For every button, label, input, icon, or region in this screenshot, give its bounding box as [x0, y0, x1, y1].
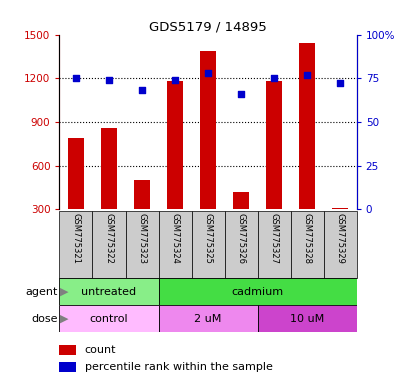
Bar: [232, 192, 249, 253]
Bar: [224, 211, 257, 278]
Text: 2 uM: 2 uM: [194, 314, 221, 324]
Point: [72, 75, 79, 81]
Bar: [92, 211, 125, 278]
Point: [204, 70, 211, 76]
Point: [106, 77, 112, 83]
Bar: [191, 211, 224, 278]
Text: GSM775328: GSM775328: [302, 213, 311, 264]
Text: GSM775321: GSM775321: [71, 213, 80, 264]
Text: agent: agent: [25, 287, 57, 297]
Text: ▶: ▶: [60, 314, 69, 324]
Bar: [298, 43, 315, 253]
Bar: [323, 211, 356, 278]
Text: ▶: ▶: [60, 287, 69, 297]
Bar: [59, 345, 76, 355]
Text: count: count: [85, 344, 116, 354]
Point: [336, 80, 343, 86]
Text: 10 uM: 10 uM: [289, 314, 324, 324]
Bar: [133, 180, 150, 253]
Title: GDS5179 / 14895: GDS5179 / 14895: [149, 20, 266, 33]
Text: control: control: [90, 314, 128, 324]
Text: GSM775325: GSM775325: [203, 213, 212, 264]
Bar: [331, 208, 348, 253]
Text: GSM775326: GSM775326: [236, 213, 245, 264]
Text: GSM775322: GSM775322: [104, 213, 113, 264]
Bar: [158, 211, 191, 278]
Bar: [265, 81, 282, 253]
Bar: [101, 128, 117, 253]
Point: [270, 75, 277, 81]
Bar: [59, 211, 92, 278]
Point: [303, 72, 310, 78]
Text: GSM775323: GSM775323: [137, 213, 146, 264]
Text: dose: dose: [31, 314, 57, 324]
Point: [237, 91, 244, 97]
Bar: [199, 51, 216, 253]
Bar: [257, 305, 356, 332]
Bar: [158, 305, 257, 332]
Bar: [67, 138, 84, 253]
Bar: [158, 278, 356, 305]
Text: cadmium: cadmium: [231, 287, 283, 297]
Bar: [257, 211, 290, 278]
Bar: [59, 305, 158, 332]
Point: [138, 88, 145, 94]
Text: GSM775327: GSM775327: [269, 213, 278, 264]
Bar: [125, 211, 158, 278]
Bar: [166, 81, 183, 253]
Text: GSM775329: GSM775329: [335, 213, 344, 264]
Point: [171, 77, 178, 83]
Bar: [290, 211, 323, 278]
Bar: [59, 362, 76, 372]
Text: GSM775324: GSM775324: [170, 213, 179, 264]
Text: untreated: untreated: [81, 287, 136, 297]
Bar: [59, 278, 158, 305]
Text: percentile rank within the sample: percentile rank within the sample: [85, 362, 272, 372]
